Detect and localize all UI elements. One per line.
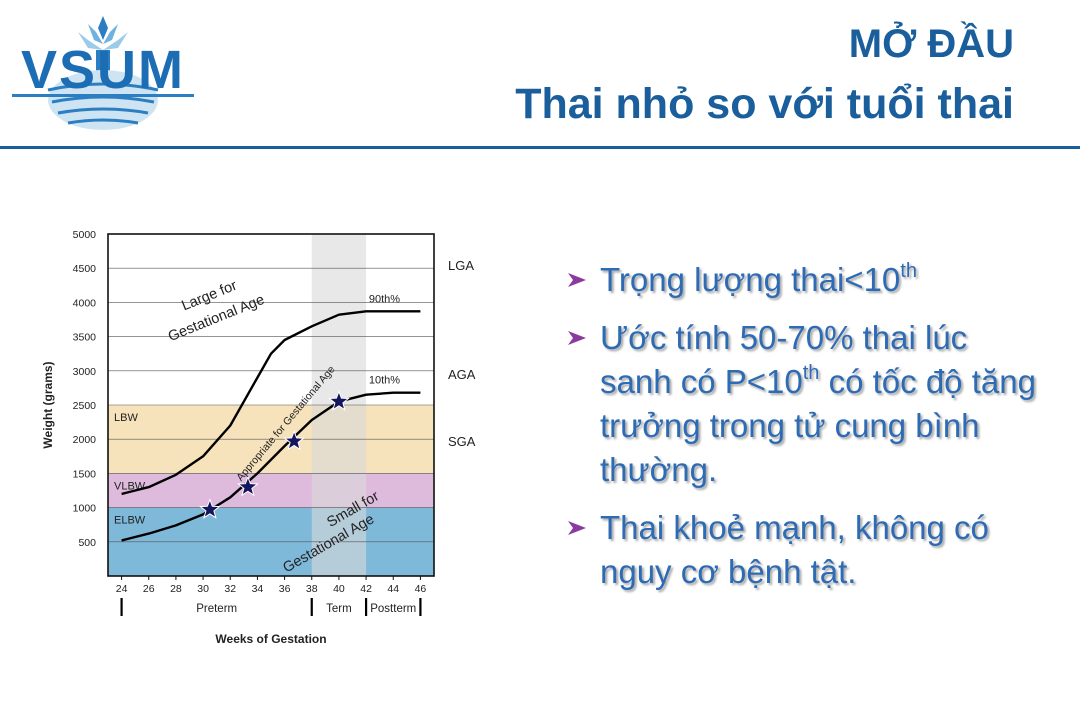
- y-tick-label: 5000: [73, 229, 97, 241]
- y-tick-label: 4000: [73, 297, 97, 309]
- bullet-arrow-icon: [568, 521, 586, 535]
- x-tick-label: 30: [197, 583, 209, 595]
- star-marker: [283, 429, 305, 451]
- vsum-logo: VSUM: [12, 16, 194, 130]
- y-tick-label: 1000: [73, 503, 97, 515]
- y-tick-label: 2500: [73, 400, 97, 412]
- bullet-text: Trọng lượng thai<10: [600, 261, 901, 298]
- y-tick-label: 1500: [73, 468, 97, 480]
- period-label: Term: [326, 603, 352, 615]
- star-marker: [328, 390, 350, 411]
- logo-emblem: [12, 16, 194, 130]
- slide-title: MỞ ĐẦU: [848, 22, 1014, 66]
- x-axis-title: Weeks of Gestation: [215, 632, 326, 646]
- x-tick-label: 44: [387, 583, 399, 595]
- slide-subtitle: Thai nhỏ so với tuổi thai: [515, 80, 1014, 128]
- star-marker: [237, 475, 259, 497]
- x-tick-label: 28: [170, 583, 182, 595]
- aga-label: AGA: [448, 367, 476, 382]
- percentile-curve: [121, 310, 421, 496]
- percentile-curve: [121, 391, 421, 542]
- curve-label: 90th%: [369, 293, 400, 305]
- growth-chart: LBWVLBWELBW50010001500200025003000350040…: [41, 229, 476, 646]
- y-tick-label: 4500: [73, 263, 97, 275]
- y-tick-label: 2000: [73, 434, 97, 446]
- y-axis-title: Weight (grams): [41, 361, 55, 448]
- bullet-arrow-icon: [568, 273, 586, 287]
- superscript: th: [900, 260, 917, 282]
- band-label: ELBW: [114, 515, 146, 527]
- x-tick-label: 26: [143, 583, 155, 595]
- sga-label: SGA: [448, 434, 476, 449]
- period-label: Postterm: [370, 603, 416, 615]
- x-tick-label: 36: [279, 583, 291, 595]
- bullet-text: có tốc độ tăng trưởng trong tử cung bình…: [600, 363, 1036, 488]
- bullet-list: Trọng lượng thai<10th Ước tính 50-70% tha…: [566, 258, 1046, 608]
- x-tick-label: 46: [415, 583, 427, 595]
- bullet-text: Thai khoẻ mạnh, không có nguy cơ bệnh tậ…: [600, 509, 989, 590]
- bullet-item: Thai khoẻ mạnh, không có nguy cơ bệnh tậ…: [566, 506, 1046, 594]
- curve-label: 10th%: [369, 375, 400, 387]
- bullet-text: Ước tính 50-70% thai lúc sanh có P<10: [600, 319, 968, 400]
- x-tick-label: 42: [360, 583, 372, 595]
- y-tick-label: 500: [78, 537, 96, 549]
- logo-text: VSUM: [21, 40, 185, 100]
- x-tick-label: 32: [224, 583, 236, 595]
- plot-frame: [107, 233, 435, 577]
- x-tick-label: 24: [116, 583, 128, 595]
- superscript: th: [802, 362, 820, 384]
- star-marker: [199, 498, 221, 519]
- bullet-item: Trọng lượng thai<10th: [566, 258, 1046, 302]
- y-tick-label: 3500: [73, 332, 97, 344]
- y-tick-label: 3000: [73, 366, 97, 378]
- bullet-arrow-icon: [568, 331, 586, 345]
- x-tick-label: 34: [252, 583, 264, 595]
- x-tick-label: 38: [306, 583, 318, 595]
- header-divider: [0, 146, 1080, 149]
- x-tick-label: 40: [333, 583, 345, 595]
- band-label: LBW: [114, 412, 138, 424]
- period-label: Preterm: [196, 603, 237, 615]
- bullet-item: Ước tính 50-70% thai lúc sanh có P<10th …: [566, 316, 1046, 492]
- lga-label: LGA: [448, 258, 474, 273]
- weight-band-vlbw: [108, 473, 434, 508]
